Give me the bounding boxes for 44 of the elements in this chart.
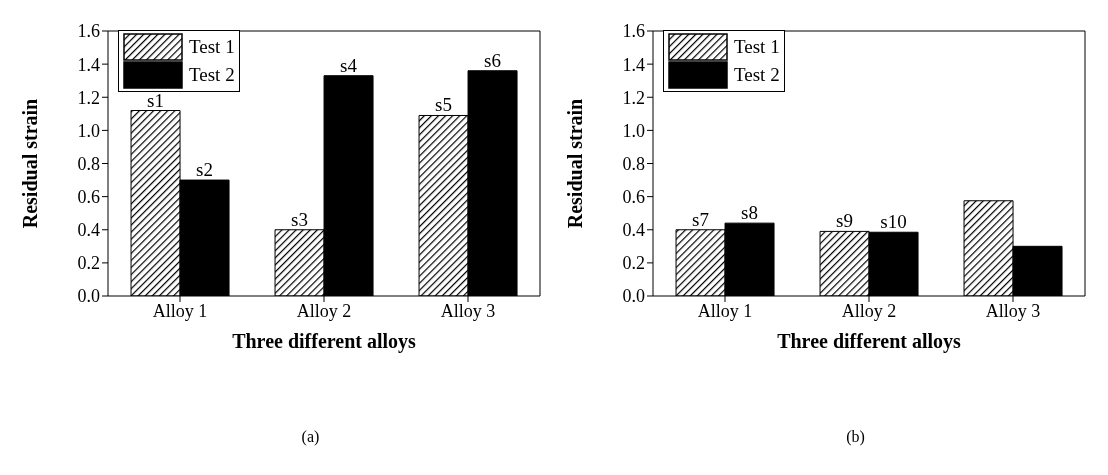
- y-tick-label: 0.2: [622, 253, 645, 274]
- legend-label: Test 2: [189, 64, 235, 86]
- data-label: s2: [196, 159, 213, 181]
- x-tick-label: Alloy 3: [440, 300, 496, 321]
- data-label: s3: [291, 208, 308, 230]
- y-tick-label: 0.2: [77, 253, 100, 274]
- y-tick-label: 1.0: [77, 120, 100, 141]
- legend-label: Test 1: [734, 36, 780, 58]
- data-label: s8: [741, 202, 758, 224]
- y-tick-label: 1.2: [77, 87, 100, 108]
- text: (b): [845, 428, 866, 446]
- x-axis-title: Three different alloys: [777, 330, 962, 353]
- data-label: s6: [484, 49, 501, 71]
- x-tick-label: Alloy 2: [296, 300, 352, 321]
- y-axis-title: Residual strain: [564, 98, 587, 229]
- y-tick-label: 0.8: [77, 153, 100, 174]
- y-tick-label: 1.4: [622, 54, 645, 75]
- text: (a): [300, 428, 321, 446]
- y-tick-label: 0.6: [622, 187, 645, 208]
- y-tick-label: 1.6: [622, 21, 645, 42]
- legend-label: Test 2: [734, 64, 780, 86]
- data-label: s5: [435, 94, 452, 116]
- data-label: s9: [836, 210, 853, 232]
- y-axis-title: Residual strain: [19, 98, 42, 229]
- x-tick-label: Alloy 3: [985, 300, 1041, 321]
- x-tick-label: Alloy 1: [697, 300, 753, 321]
- y-tick-label: 0.0: [622, 286, 645, 307]
- y-tick-label: 0.0: [77, 286, 100, 307]
- y-tick-label: 1.4: [77, 54, 100, 75]
- y-tick-label: 0.4: [77, 220, 100, 241]
- y-tick-label: 1.6: [77, 21, 100, 42]
- y-tick-label: 1.2: [622, 87, 645, 108]
- y-tick-label: 1.0: [622, 120, 645, 141]
- y-tick-label: 0.4: [622, 220, 645, 241]
- x-axis-title: Three different alloys: [232, 330, 417, 353]
- data-label: s4: [340, 54, 358, 76]
- data-label: s10: [880, 211, 907, 233]
- legend-label: Test 1: [189, 36, 235, 58]
- y-tick-label: 0.6: [77, 187, 100, 208]
- x-tick-label: Alloy 2: [841, 300, 897, 321]
- data-label: s7: [692, 208, 709, 230]
- data-label: s1: [147, 89, 164, 111]
- x-tick-label: Alloy 1: [152, 300, 208, 321]
- y-tick-label: 0.8: [622, 153, 645, 174]
